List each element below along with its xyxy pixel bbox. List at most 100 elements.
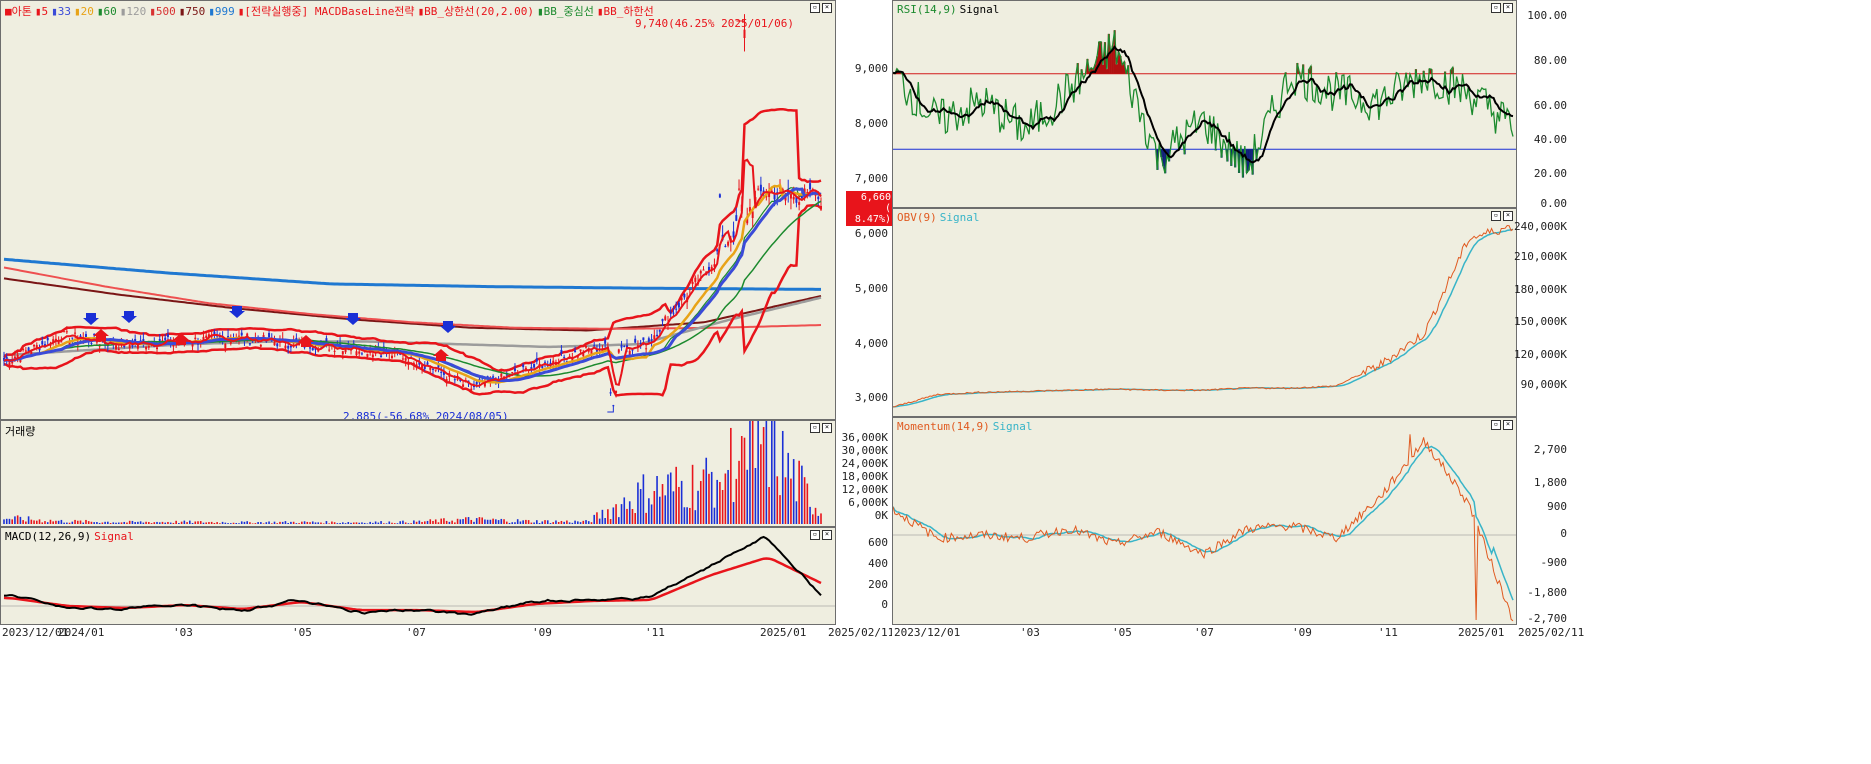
momentum-pane[interactable]: Momentum(14,9) Signal ▫ × <box>892 417 1517 625</box>
volume-bar <box>566 520 568 524</box>
obv-pane[interactable]: OBV(9) Signal ▫ × <box>892 208 1517 417</box>
volume-bar <box>221 521 224 524</box>
candle-body <box>604 339 607 344</box>
volume-bar <box>678 486 680 524</box>
close-icon[interactable]: × <box>822 530 832 540</box>
candle-body <box>759 184 762 192</box>
candle-body <box>391 355 394 359</box>
candle-body <box>8 362 11 367</box>
volume-bar <box>262 523 265 524</box>
momentum-pane-buttons: ▫ × <box>1491 420 1513 430</box>
volume-pane[interactable]: 거래량 ▫ × <box>0 420 836 527</box>
volume-bar <box>57 520 60 524</box>
candle-body <box>71 337 74 339</box>
rsi-oversold-fill <box>1241 149 1245 178</box>
minimize-icon[interactable]: ▫ <box>1491 420 1501 430</box>
candle-body <box>145 347 148 350</box>
volume-bar <box>227 523 229 524</box>
rsi-overbought-fill <box>1094 64 1097 74</box>
volume-bar <box>732 502 735 524</box>
candle-body <box>33 344 36 347</box>
candle-body <box>620 345 623 348</box>
volume-bar <box>107 521 109 524</box>
volume-bar <box>489 519 492 524</box>
volume-bar <box>801 465 803 524</box>
volume-bar <box>530 522 533 524</box>
volume-bar <box>708 473 710 524</box>
volume-bar <box>358 522 361 524</box>
volume-bar <box>585 520 587 524</box>
y-tick-label: 9,000 <box>854 62 888 75</box>
volume-bar <box>593 514 596 524</box>
volume-bar <box>202 522 205 524</box>
volume-bar <box>52 521 54 524</box>
volume-bar <box>639 489 642 524</box>
candle-body <box>541 366 544 369</box>
volume-bar <box>74 519 76 524</box>
volume-bar <box>169 522 172 524</box>
macd-pane[interactable]: MACD(12,26,9) Signal ▫ × <box>0 527 836 625</box>
rsi-overbought-fill <box>1117 51 1120 74</box>
volume-bar <box>399 521 402 524</box>
candle-body <box>46 337 49 341</box>
y-tick-label: 0.00 <box>1540 197 1568 210</box>
candle-body <box>609 392 612 394</box>
candle-body <box>639 343 642 345</box>
candle-body <box>634 338 637 343</box>
y-tick-label: 60.00 <box>1533 99 1567 112</box>
candle-body <box>224 343 227 349</box>
minimize-icon[interactable]: ▫ <box>810 423 820 433</box>
candle-body <box>194 337 197 340</box>
volume-bar <box>612 507 615 524</box>
candle-body <box>500 373 503 377</box>
volume-bar <box>497 520 500 524</box>
volume-bar <box>423 521 426 524</box>
close-icon[interactable]: × <box>822 423 832 433</box>
close-icon[interactable]: × <box>1503 420 1513 430</box>
candle-body <box>702 269 705 271</box>
candle-body <box>718 194 721 198</box>
rsi-overbought-fill <box>1099 41 1103 74</box>
volume-bar <box>5 518 8 524</box>
close-icon[interactable]: × <box>822 3 832 13</box>
macd-label: MACD(12,26,9) <box>5 530 92 543</box>
candle-body <box>421 364 424 369</box>
volume-bar <box>577 521 579 524</box>
close-icon[interactable]: × <box>1503 3 1513 13</box>
minimize-icon[interactable]: ▫ <box>1491 3 1501 13</box>
volume-bar <box>377 522 380 524</box>
candle-body <box>197 343 200 345</box>
y-tick-label: 3,000 <box>854 391 888 404</box>
x-tick-label: '03 <box>173 626 193 639</box>
volume-bar <box>470 519 473 524</box>
volume-bar <box>814 507 817 524</box>
volume-bar <box>749 421 751 524</box>
volume-bar <box>787 452 790 524</box>
volume-bar <box>153 522 156 524</box>
candle-body <box>642 337 645 341</box>
volume-bar <box>743 437 746 524</box>
minimize-icon[interactable]: ▫ <box>810 530 820 540</box>
candle-body <box>74 332 77 334</box>
volume-bar <box>287 522 289 524</box>
minimize-icon[interactable]: ▫ <box>810 3 820 13</box>
minimize-icon[interactable]: ▫ <box>1491 211 1501 221</box>
candle-body <box>757 188 760 190</box>
close-icon[interactable]: × <box>1503 211 1513 221</box>
volume-bar <box>391 522 393 524</box>
momentum-signal-line <box>893 445 1514 601</box>
volume-bar <box>582 520 585 524</box>
legend-item: ▮999 <box>208 5 235 18</box>
candle-body <box>371 354 374 358</box>
candle-body <box>535 358 538 362</box>
volume-bar <box>374 521 377 524</box>
volume-bar <box>383 523 385 524</box>
volume-bar <box>820 513 822 524</box>
candle-body <box>262 335 265 339</box>
volume-label: 거래량 <box>5 425 36 438</box>
volume-bar <box>301 521 303 524</box>
obv-line <box>893 224 1514 408</box>
price-chart-pane[interactable]: ■아톤 ▮5 ▮33 ▮20 ▮60 ▮120 ▮500 ▮750 ▮999 ▮[전략실행중] M… <box>0 0 836 420</box>
sell-signal-arrow <box>229 306 245 318</box>
rsi-pane[interactable]: RSI(14,9) Signal ▫ × <box>892 0 1517 208</box>
